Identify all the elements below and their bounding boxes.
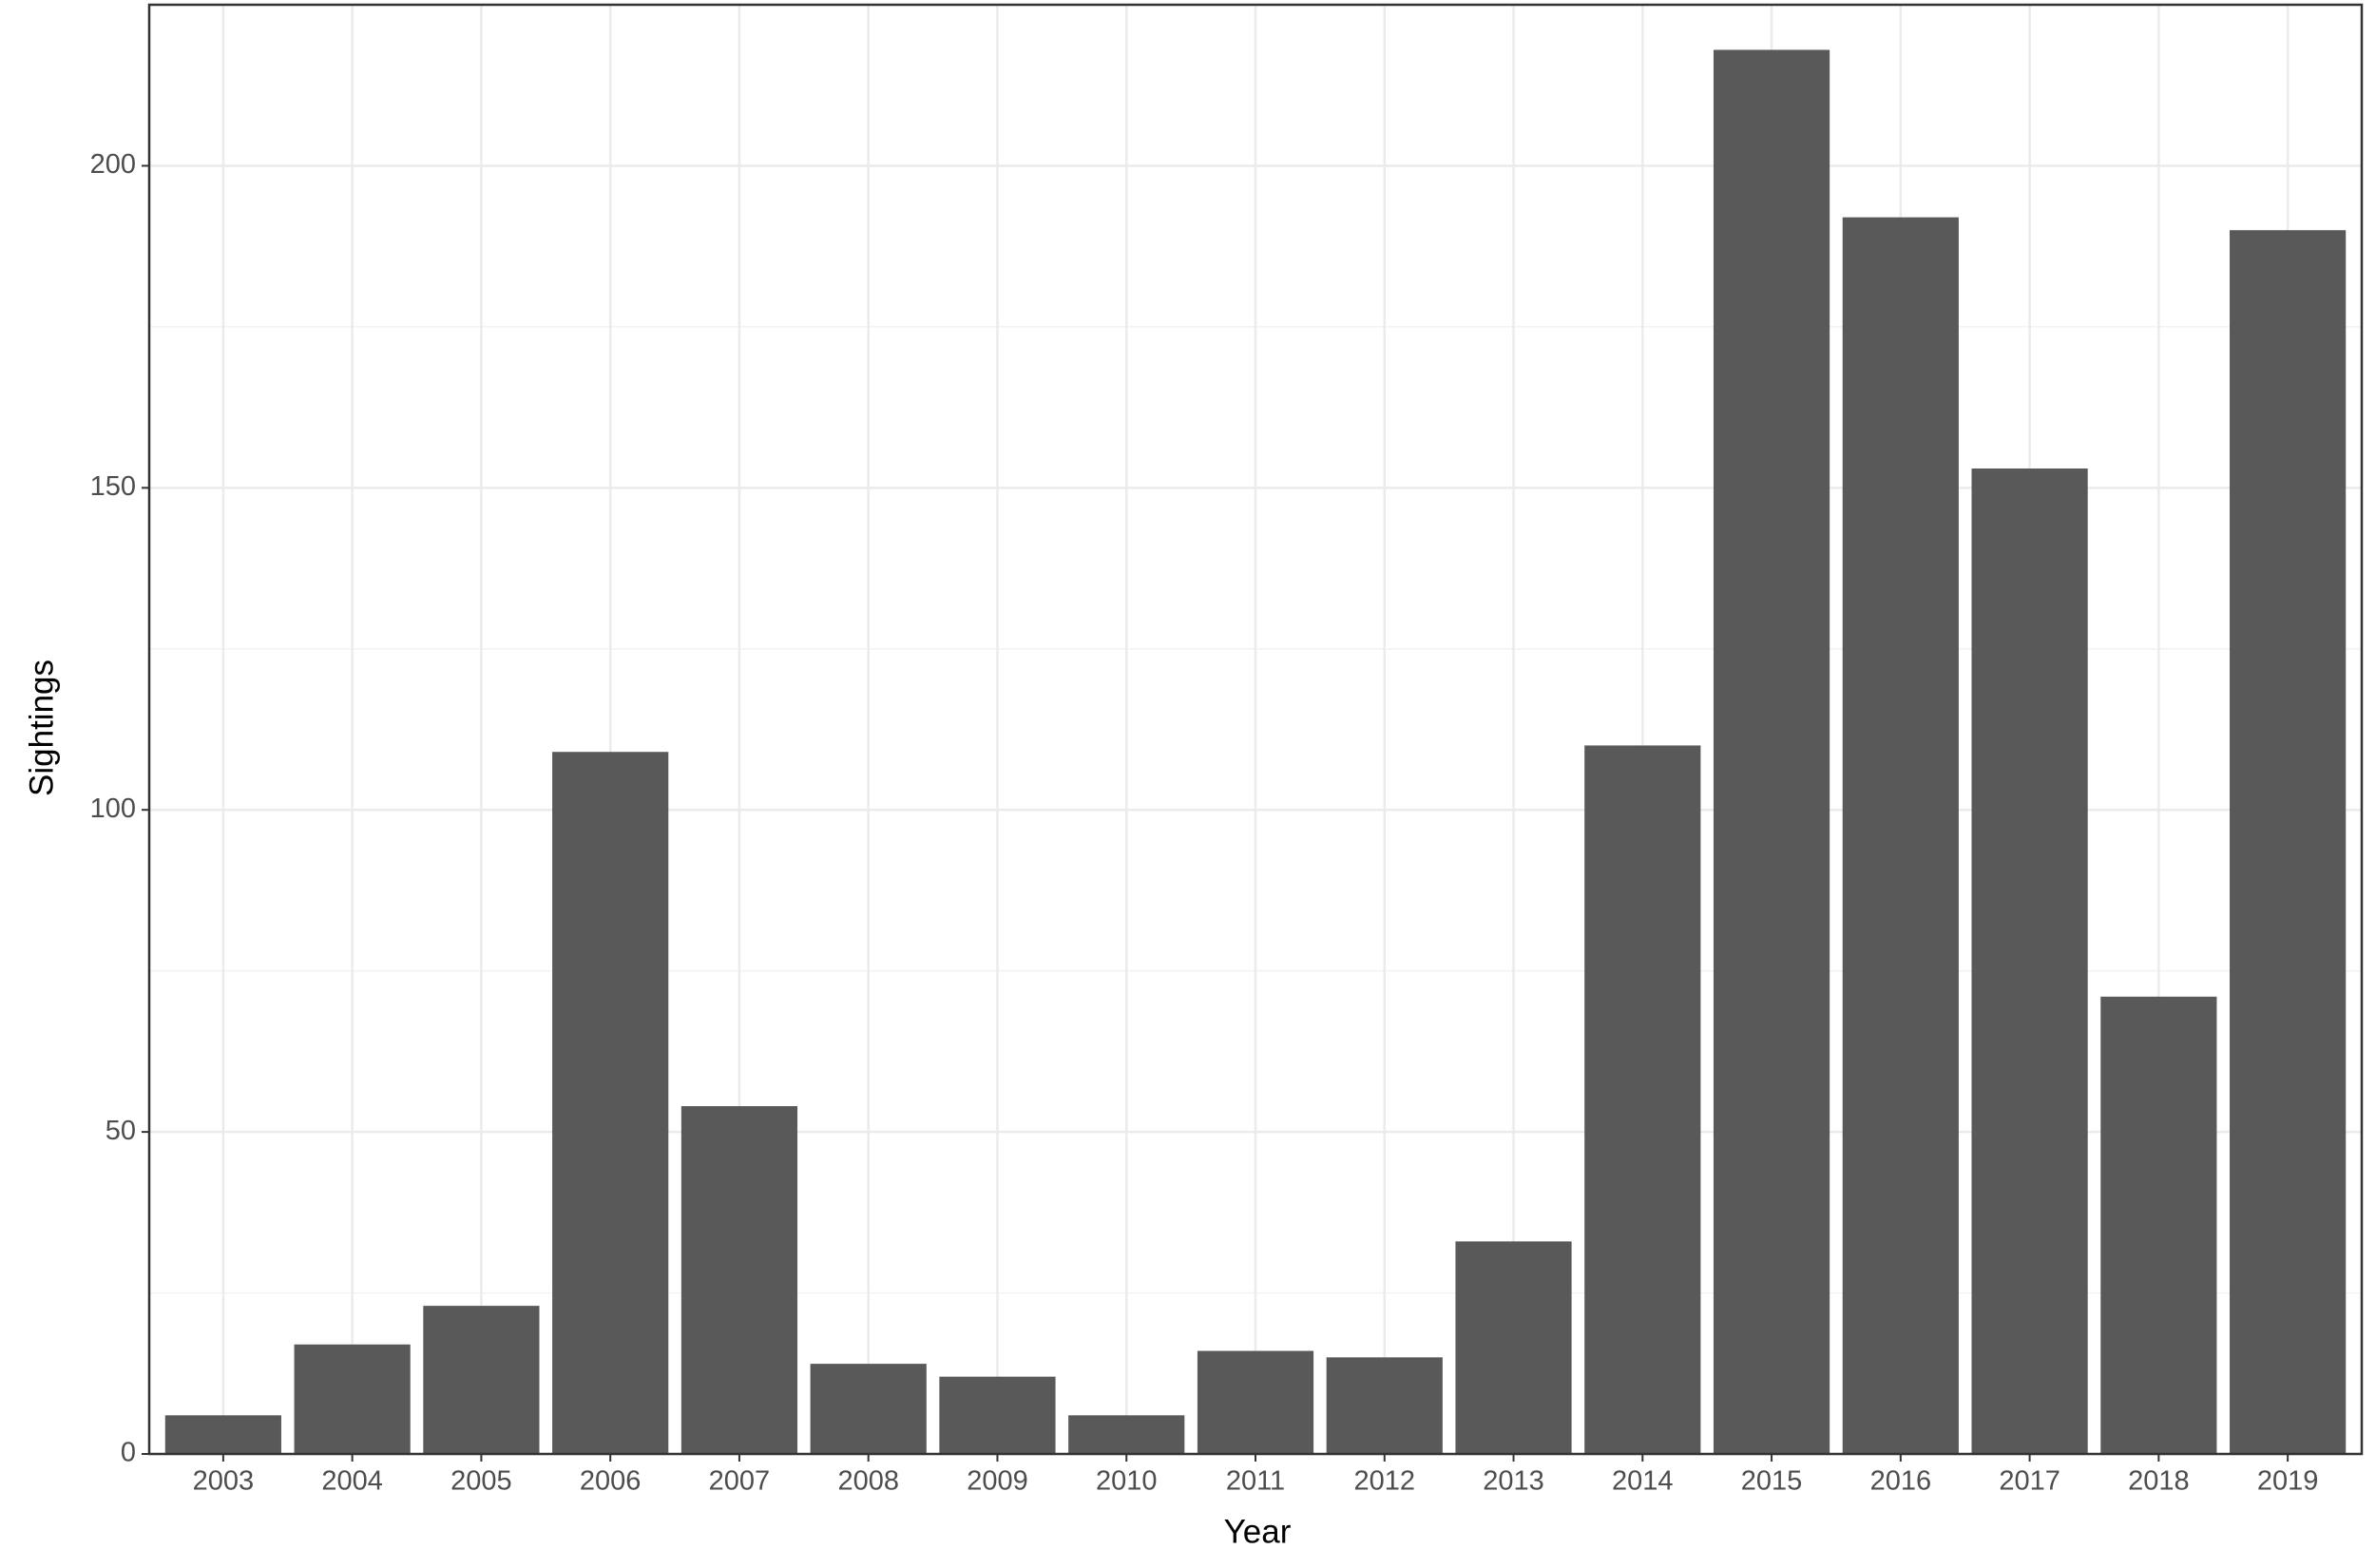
bar bbox=[552, 752, 669, 1454]
bar bbox=[1584, 745, 1701, 1454]
y-axis-title: Sightings bbox=[23, 660, 60, 796]
x-tick-label: 2017 bbox=[1999, 1466, 2060, 1497]
bar bbox=[1455, 1241, 1572, 1454]
y-tick-label: 100 bbox=[90, 794, 136, 824]
x-tick-label: 2012 bbox=[1354, 1466, 1416, 1497]
bar bbox=[164, 1415, 281, 1454]
x-axis-title: Year bbox=[1224, 1513, 1292, 1550]
x-tick-label: 2006 bbox=[580, 1466, 642, 1497]
x-tick-label: 2008 bbox=[837, 1466, 899, 1497]
bar bbox=[939, 1376, 1056, 1454]
bar bbox=[1197, 1350, 1314, 1454]
bar bbox=[810, 1364, 927, 1454]
x-tick-label: 2019 bbox=[2257, 1466, 2319, 1497]
y-tick-label: 50 bbox=[105, 1116, 136, 1146]
bar bbox=[1068, 1415, 1185, 1454]
y-tick-label: 0 bbox=[121, 1438, 136, 1468]
x-tick-label: 2013 bbox=[1483, 1466, 1544, 1497]
x-tick-label: 2016 bbox=[1870, 1466, 1932, 1497]
bar bbox=[2100, 996, 2217, 1454]
bar bbox=[1971, 468, 2088, 1454]
x-tick-label: 2018 bbox=[2128, 1466, 2190, 1497]
x-tick-label: 2003 bbox=[193, 1466, 255, 1497]
x-tick-label: 2014 bbox=[1612, 1466, 1674, 1497]
x-tick-label: 2005 bbox=[450, 1466, 512, 1497]
x-tick-label: 2015 bbox=[1741, 1466, 1803, 1497]
y-tick-label: 150 bbox=[90, 471, 136, 502]
bar bbox=[294, 1344, 411, 1454]
y-tick-label: 200 bbox=[90, 149, 136, 180]
x-tick-label: 2004 bbox=[321, 1466, 383, 1497]
bar bbox=[2230, 230, 2347, 1455]
panel-border bbox=[147, 3, 2364, 1456]
x-tick-label: 2010 bbox=[1096, 1466, 1158, 1497]
bar bbox=[680, 1106, 798, 1454]
x-tick-label: 2007 bbox=[709, 1466, 771, 1497]
bar bbox=[1326, 1357, 1443, 1454]
x-tick-label: 2011 bbox=[1226, 1466, 1285, 1497]
bar bbox=[423, 1306, 540, 1454]
bar bbox=[1842, 217, 1959, 1455]
x-tick-label: 2009 bbox=[967, 1466, 1028, 1497]
bar bbox=[1713, 49, 1830, 1454]
